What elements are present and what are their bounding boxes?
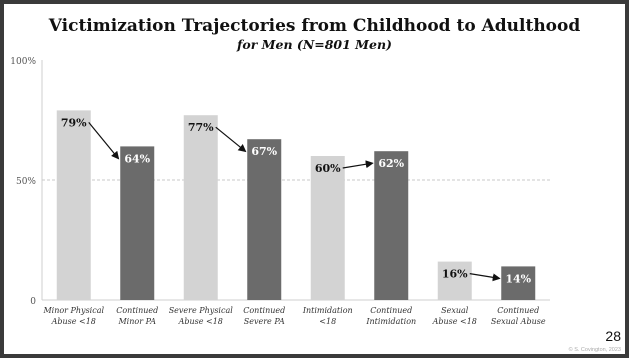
bar-chart: 0 50% 100% 79% Minor Physical Abuse <18 64% Con… [10,57,550,326]
data-label: 60% [315,162,341,175]
bar [183,115,218,300]
x-tick-label: Sexual Abuse [491,317,546,326]
y-tick-label: 50% [16,177,36,187]
bar [120,146,155,300]
x-tick-label: Intimidation [365,317,416,326]
y-tick-label: 0 [30,297,36,307]
trend-arrow [88,122,120,160]
x-tick-label: Severe PA [244,317,285,326]
data-label: 67% [251,145,277,158]
chart-title: Victimization Trajectories from Childhoo… [48,16,581,36]
x-tick-label: Continued [370,306,412,315]
data-label: 14% [505,272,531,285]
x-tick-label: Abuse <18 [178,317,223,326]
data-label: 77% [188,121,214,134]
data-label: 79% [61,116,87,129]
data-label: 62% [378,157,404,170]
data-label: 16% [442,268,468,281]
x-tick-label: Abuse <18 [432,317,477,326]
x-tick-label: Continued [243,306,285,315]
bar [56,110,91,301]
page-number: 28 [605,328,621,344]
x-tick-label: Continued [116,306,158,315]
x-tick-label: Minor Physical [42,306,104,315]
x-tick-label: Intimidation [302,306,353,315]
x-tick-label: <18 [319,317,336,326]
bar [501,266,536,300]
x-tick-label: Severe Physical [169,306,234,315]
trend-arrow [342,160,374,169]
chart-subtitle: for Men (N=801 Men) [237,37,392,52]
trend-arrow [215,126,247,153]
data-label: 64% [124,152,150,165]
x-tick-label: Sexual [441,306,469,315]
x-tick-label: Abuse <18 [51,317,96,326]
y-tick-label: 100% [10,57,36,67]
x-tick-label: Continued [497,306,539,315]
slide: Victimization Trajectories from Childhoo… [4,4,625,354]
trend-arrow [469,273,501,282]
copyright-credit: © S. Covington, 2023 [568,347,621,353]
bar [374,151,409,300]
bar [437,261,472,300]
x-tick-label: Minor PA [117,317,156,326]
bar [247,139,282,300]
bar [310,156,345,300]
